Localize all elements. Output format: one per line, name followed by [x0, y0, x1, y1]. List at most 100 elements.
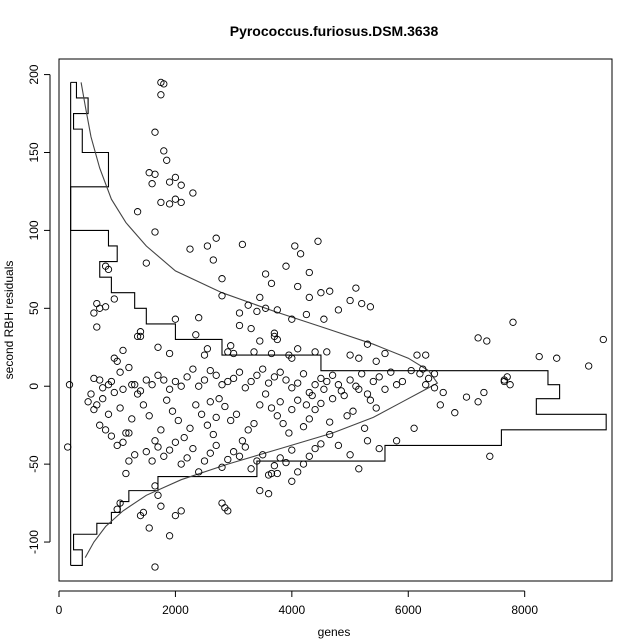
- data-point: [110, 295, 118, 303]
- data-point: [462, 393, 471, 401]
- data-point: [250, 348, 258, 356]
- data-point: [302, 310, 311, 319]
- data-point: [288, 384, 296, 392]
- data-point: [224, 455, 232, 464]
- data-point: [107, 377, 116, 386]
- data-point: [276, 368, 284, 376]
- data-point: [279, 419, 287, 428]
- data-point: [500, 377, 508, 386]
- data-point: [500, 376, 508, 384]
- y-tick-label: 0: [27, 383, 41, 390]
- data-point: [253, 307, 261, 316]
- data-point: [104, 265, 113, 274]
- data-point: [145, 169, 153, 177]
- data-point: [139, 508, 148, 517]
- data-point: [218, 275, 226, 283]
- data-point: [346, 376, 354, 384]
- data-point: [273, 335, 281, 344]
- data-point: [87, 390, 95, 398]
- data-point: [125, 363, 133, 372]
- data-point: [186, 245, 194, 253]
- data-point: [326, 418, 334, 426]
- data-point: [192, 331, 200, 339]
- data-point: [273, 469, 281, 478]
- data-point: [215, 395, 223, 403]
- data-point: [212, 234, 220, 242]
- x-tick-label: 6000: [395, 603, 422, 617]
- data-point: [229, 374, 238, 383]
- data-point: [270, 373, 279, 381]
- data-point: [90, 309, 98, 317]
- data-point: [192, 401, 200, 409]
- data-point: [221, 504, 229, 512]
- data-point: [282, 376, 290, 384]
- data-point: [136, 387, 145, 395]
- data-point: [122, 469, 130, 478]
- data-point: [171, 195, 180, 203]
- data-point: [165, 532, 174, 540]
- data-point: [294, 379, 302, 387]
- data-point: [311, 405, 319, 414]
- data-point: [317, 399, 325, 408]
- data-point: [151, 228, 159, 236]
- data-point: [160, 147, 168, 155]
- data-point: [160, 452, 168, 460]
- data-point: [398, 377, 407, 386]
- data-point: [125, 457, 133, 465]
- data-point: [235, 452, 244, 460]
- data-point: [171, 315, 180, 323]
- data-point: [430, 384, 439, 392]
- data-point: [381, 385, 389, 393]
- data-point: [218, 499, 226, 507]
- data-point: [99, 395, 107, 403]
- data-point: [244, 426, 252, 434]
- data-point: [585, 362, 593, 370]
- data-point: [358, 370, 366, 378]
- data-point: [352, 382, 360, 390]
- data-point: [337, 387, 345, 395]
- data-point: [203, 421, 212, 429]
- data-point: [93, 323, 101, 331]
- data-point: [320, 315, 328, 323]
- data-point: [200, 457, 209, 465]
- data-point: [430, 370, 439, 378]
- data-point: [299, 460, 308, 468]
- data-point: [229, 349, 238, 358]
- y-tick-label: 150: [27, 142, 41, 162]
- data-point: [282, 262, 290, 270]
- data-point: [148, 457, 156, 465]
- data-point: [189, 189, 197, 197]
- data-point: [227, 416, 235, 425]
- data-point: [299, 423, 308, 431]
- data-point: [328, 395, 337, 403]
- data-point: [369, 377, 377, 386]
- x-tick-label: 2000: [162, 603, 189, 617]
- data-point: [165, 349, 174, 358]
- y-tick-label: 200: [27, 64, 41, 84]
- data-point: [267, 349, 276, 358]
- data-point: [256, 337, 264, 345]
- data-point: [261, 270, 270, 278]
- data-point: [139, 401, 148, 409]
- data-point: [209, 256, 217, 264]
- data-point: [200, 376, 209, 384]
- data-point: [305, 415, 313, 423]
- data-point: [334, 306, 343, 314]
- data-point: [407, 366, 415, 375]
- data-point: [358, 299, 366, 308]
- data-point: [261, 390, 270, 398]
- data-point: [256, 293, 264, 302]
- data-point: [168, 407, 177, 415]
- data-point: [346, 296, 354, 305]
- data-point: [264, 379, 273, 387]
- x-tick-label: 8000: [511, 603, 538, 617]
- data-point: [422, 351, 430, 359]
- data-point: [247, 377, 255, 386]
- data-point: [288, 405, 296, 414]
- data-point: [235, 309, 244, 317]
- data-point: [157, 502, 165, 510]
- data-point: [104, 410, 113, 418]
- data-point: [96, 376, 104, 384]
- data-point: [110, 388, 118, 397]
